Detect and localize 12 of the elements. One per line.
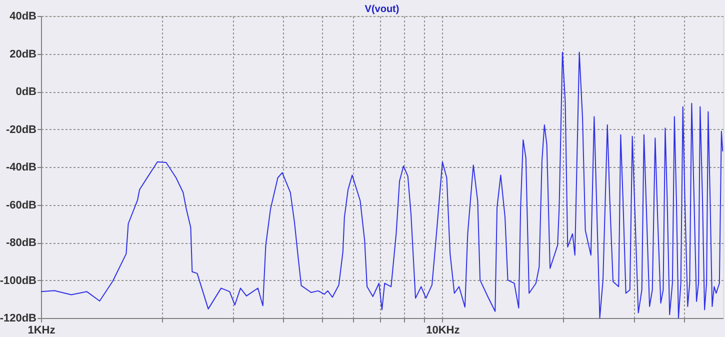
- y-tick-label: -40dB: [6, 162, 37, 174]
- y-tick-label: -60dB: [6, 199, 37, 212]
- x-tick-label: 10KHz: [426, 324, 460, 336]
- y-tick-label: 0dB: [16, 86, 37, 98]
- y-tick-label: -120dB: [0, 312, 37, 324]
- chart-title: V(vout): [364, 4, 400, 15]
- y-tick-label: -20dB: [6, 124, 37, 136]
- y-tick-label: 20dB: [10, 48, 37, 60]
- y-tick-label: 40dB: [10, 10, 37, 22]
- x-tick-label: 1KHz: [28, 324, 56, 336]
- y-tick-label: -80dB: [6, 237, 37, 249]
- y-tick-label: -100dB: [0, 274, 37, 287]
